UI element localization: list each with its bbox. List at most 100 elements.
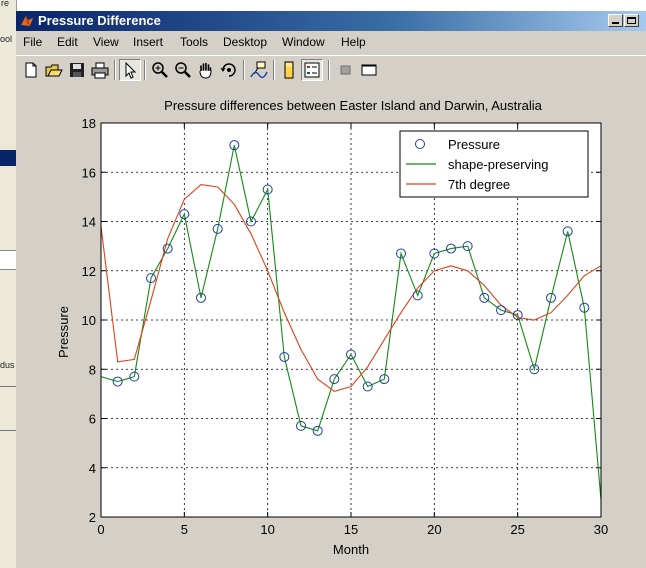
axes-box [100,122,602,518]
pan-hand-icon [199,62,212,79]
background-text-fragment: ool [0,34,13,44]
hide-plot-tools-button[interactable] [335,59,357,81]
chart-title: Pressure differences between Easter Isla… [164,98,542,113]
menu-file[interactable]: File [23,35,43,49]
toolbar-separator [243,60,245,80]
menu-insert[interactable]: Insert [133,35,164,49]
pressure-marker [296,420,306,431]
x-tick-label: 20 [427,522,441,537]
printer-icon [91,62,109,79]
rotate-3d-button[interactable] [218,59,240,81]
y-tick-label: 2 [89,510,96,525]
zoom-in-button[interactable] [149,59,171,81]
legend-icon [304,62,320,78]
pressure-marker [179,209,190,220]
legend-button[interactable] [301,59,323,81]
plot-area: Pressure differences between Easter Isla… [56,98,608,557]
legend[interactable]: Pressure shape-preserving 7th degree [399,130,589,198]
pressure-marker [279,351,290,362]
open-file-button[interactable] [43,59,65,81]
maximize-icon [627,17,636,24]
x-tick-label: 15 [344,522,358,537]
menu-tools[interactable]: Tools [180,35,209,49]
save-disk-icon [70,63,84,77]
y-tick-label: 18 [82,116,96,131]
show-plot-tools-button[interactable] [358,59,380,81]
figure-window: Pressure Difference File Edit View Inser… [16,11,646,568]
pressure-marker [346,349,356,360]
y-tick-label: 14 [82,215,96,230]
x-tick-label: 5 [181,522,188,537]
pressure-marker [162,243,173,254]
y-tick-label: 4 [89,461,96,476]
background-selection-band [0,150,16,166]
title-bar: Pressure Difference [16,11,646,31]
y-tick-label: 16 [82,165,96,180]
pressure-marker [379,374,390,385]
show-plot-tools-icon [361,64,377,76]
background-input [0,250,16,270]
menu-help[interactable]: Help [341,35,366,49]
pressure-marker [146,273,156,284]
minimize-button[interactable] [608,14,623,27]
pressure-marker [496,305,506,316]
pressure-marker [429,248,440,259]
colorbar-icon [284,61,294,79]
pressure-marker [446,243,456,254]
zoom-out-icon [175,62,191,78]
menu-desktop[interactable]: Desktop [223,35,268,49]
pressure-marker [512,310,523,321]
y-tick-label: 8 [89,362,96,377]
colorbar-button[interactable] [278,59,300,81]
menu-window[interactable]: Window [282,35,325,49]
background-divider [0,386,16,387]
minimize-icon [612,22,619,24]
x-tick-label: 0 [97,522,104,537]
pressure-marker [262,184,273,195]
background-text-fragment: dus [0,360,15,370]
background-divider [0,430,16,431]
maximize-button[interactable] [624,14,639,27]
pressure-marker [229,140,240,151]
pressure-marker [412,290,423,301]
pressure-marker [362,381,373,392]
y-tick-label: 12 [82,264,96,279]
edit-plot-button[interactable] [119,59,141,81]
pressure-marker [246,216,256,227]
new-document-icon [25,62,37,78]
pressure-marker [212,223,223,234]
x-tick-label: 25 [510,522,524,537]
toolbar-separator [328,60,330,80]
pressure-marker [546,292,556,303]
print-button[interactable] [89,59,111,81]
pressure-marker [529,364,540,375]
pressure-marker [462,241,473,252]
window-title: Pressure Difference [38,13,161,28]
legend-label: shape-preserving [448,157,548,172]
toolbar-separator [114,60,116,80]
toolbar-separator [273,60,275,80]
background-text-fragment: re [1,0,10,8]
zoom-out-button[interactable] [172,59,194,81]
pan-button[interactable] [195,59,217,81]
new-figure-button[interactable] [20,59,42,81]
pressure-marker [329,374,340,385]
pressure-marker [312,425,323,436]
rotate-3d-icon [220,63,236,77]
y-tick-label: 6 [89,412,96,427]
menu-bar: File Edit View Insert Tools Desktop Wind… [16,32,646,52]
pressure-marker [129,371,140,382]
pressure-marker [196,292,206,303]
data-cursor-button[interactable] [248,59,270,81]
hide-plot-tools-icon [340,65,351,75]
pressure-marker [579,302,590,313]
pressure-marker [562,226,573,237]
background-window: re ool dus [0,0,17,568]
menu-edit[interactable]: Edit [57,35,78,49]
shape-preserving-line [100,145,602,500]
seventh-degree-line [100,184,602,393]
pressure-marker [396,248,406,259]
save-button[interactable] [66,59,88,81]
legend-label: 7th degree [448,177,510,192]
menu-view[interactable]: View [93,35,119,49]
